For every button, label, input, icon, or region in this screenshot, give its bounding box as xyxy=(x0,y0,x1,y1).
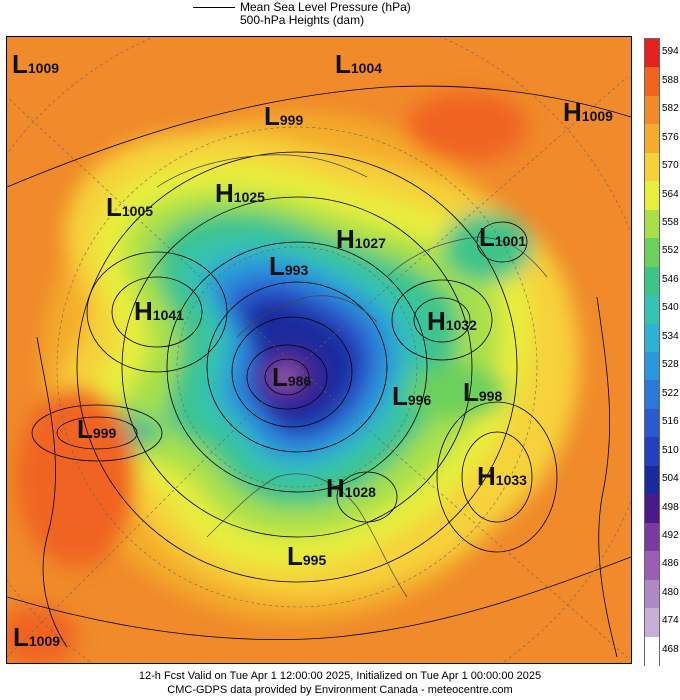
colorbar-segment xyxy=(645,152,659,182)
pressure-center-low: L1009 xyxy=(12,49,60,79)
colorbar-tick-label: 558 xyxy=(662,216,679,228)
footer-valid-time: 12-h Fcst Valid on Tue Apr 1 12:00:00 20… xyxy=(138,670,542,682)
colorbar-tick-label: 552 xyxy=(662,245,679,257)
colorbar-tick-label: 564 xyxy=(662,188,679,200)
pressure-center-low: L993 xyxy=(269,251,309,281)
colorbar-segment xyxy=(645,39,659,68)
colorbar-segment xyxy=(645,95,659,125)
pressure-center-low: L1009 xyxy=(13,622,61,652)
colorbar xyxy=(644,38,660,666)
colorbar-segment xyxy=(645,608,659,638)
colorbar-tick-label: 474 xyxy=(662,615,679,627)
colorbar-tick-label: 540 xyxy=(662,302,679,314)
colorbar-segment xyxy=(645,579,659,609)
isobars xyxy=(7,85,631,658)
colorbar-segment xyxy=(645,295,659,325)
pressure-center-low: L999 xyxy=(77,414,117,444)
graticule xyxy=(7,37,631,663)
pressure-center-high: H1033 xyxy=(477,461,527,491)
colorbar-tick-label: 594 xyxy=(662,46,679,58)
pressure-center-high: H1009 xyxy=(563,97,613,127)
pressure-center-low: L999 xyxy=(264,101,304,131)
colorbar-segment xyxy=(645,465,659,495)
colorbar-segment xyxy=(645,352,659,381)
pressure-center-low: L1005 xyxy=(106,192,154,222)
colorbar-tick-label: 468 xyxy=(662,643,679,655)
weather-map: L1009 L1004 L999 H1009 L1005 H1025 H1027… xyxy=(6,36,632,664)
colorbar-tick-label: 582 xyxy=(662,103,679,115)
colorbar-tick-label: 480 xyxy=(662,586,679,598)
colorbar-segment xyxy=(645,238,659,268)
colorbar-tick-label: 570 xyxy=(662,160,679,172)
colorbar-segment xyxy=(645,380,659,410)
pressure-center-high: H1027 xyxy=(336,224,386,254)
colorbar-segment xyxy=(645,67,659,97)
colorbar-segment xyxy=(645,551,659,581)
colorbar-tick-label: 534 xyxy=(662,330,679,342)
header: Mean Sea Level Pressure (hPa) 500-hPa He… xyxy=(0,0,680,36)
pressure-center-low: L1001 xyxy=(479,222,527,252)
pressure-center-low: L995 xyxy=(287,541,327,571)
pressure-center-high: H1041 xyxy=(134,296,184,326)
mslp-legend-line xyxy=(193,7,235,8)
colorbar-segment xyxy=(645,522,659,552)
footer-credit: CMC-GDPS data provided by Environment Ca… xyxy=(167,684,513,696)
colorbar-segment xyxy=(645,124,659,154)
colorbar-segment xyxy=(645,494,659,524)
colorbar-tick-label: 510 xyxy=(662,444,679,456)
colorbar-segment xyxy=(645,181,659,211)
pressure-center-low: L986 xyxy=(272,362,312,392)
colorbar-tick-label: 576 xyxy=(662,131,679,143)
colorbar-segment xyxy=(645,437,659,467)
pressure-center-low: L1004 xyxy=(335,49,383,79)
colorbar-tick-label: 486 xyxy=(662,558,679,570)
colorbar-tick-label: 546 xyxy=(662,273,679,285)
pressure-center-high: H1025 xyxy=(215,178,265,208)
title-500hpa: 500-hPa Heights (dam) xyxy=(240,13,365,27)
colorbar-tick-label: 516 xyxy=(662,416,679,428)
pressure-center-high: H1032 xyxy=(427,306,477,336)
colorbar-tick-label: 498 xyxy=(662,501,679,513)
colorbar-tick-label: 528 xyxy=(662,359,679,371)
colorbar-segment xyxy=(645,323,659,353)
coastlines xyxy=(156,154,548,598)
colorbar-tick-label: 504 xyxy=(662,473,679,485)
colorbar-tick-label: 588 xyxy=(662,74,679,86)
colorbar-segment xyxy=(645,408,659,438)
colorbar-segment xyxy=(645,636,659,666)
pressure-center-low: L998 xyxy=(463,377,503,407)
colorbar-tick-label: 522 xyxy=(662,387,679,399)
height-field xyxy=(7,92,580,663)
map-fields xyxy=(7,37,631,663)
colorbar-segment xyxy=(645,266,659,296)
colorbar-tick-label: 492 xyxy=(662,529,679,541)
pressure-center-low: L996 xyxy=(392,381,432,411)
title-mslp: Mean Sea Level Pressure (hPa) xyxy=(240,0,411,14)
pressure-center-high: H1028 xyxy=(326,473,376,503)
colorbar-segment xyxy=(645,209,659,239)
